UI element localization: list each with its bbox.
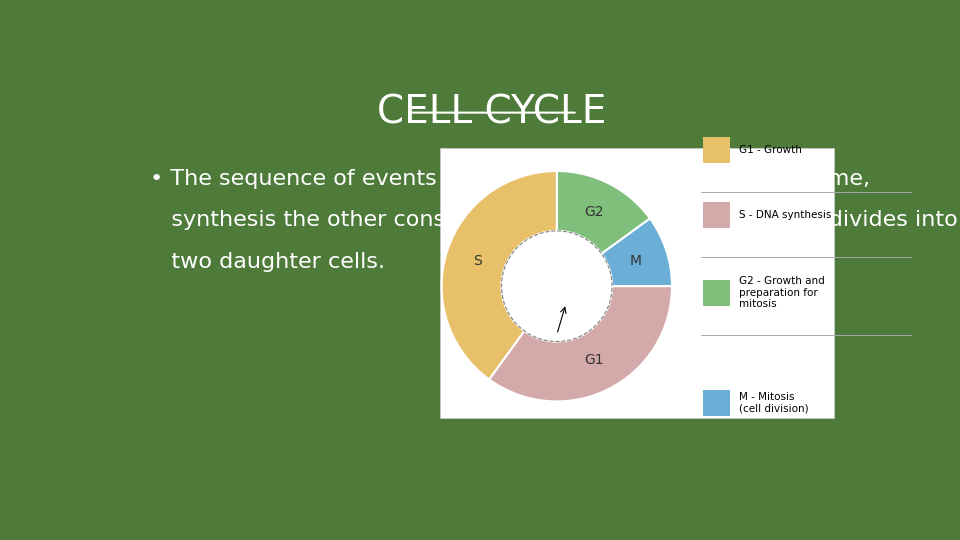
Text: • The sequence of events by which a cell duplicates its genome,: • The sequence of events by which a cell…	[150, 168, 870, 189]
Wedge shape	[602, 219, 672, 286]
Text: S - DNA synthesis: S - DNA synthesis	[739, 210, 831, 220]
FancyBboxPatch shape	[703, 137, 731, 163]
Text: G1 - Growth: G1 - Growth	[739, 145, 802, 155]
Text: CELL CYCLE: CELL CYCLE	[377, 94, 607, 132]
Text: synthesis the other constituents of the cell and eventually divides into: synthesis the other constituents of the …	[150, 210, 957, 231]
FancyBboxPatch shape	[703, 280, 731, 306]
Text: two daughter cells.: two daughter cells.	[150, 252, 385, 272]
Text: M: M	[630, 254, 641, 267]
Text: M - Mitosis
(cell division): M - Mitosis (cell division)	[739, 392, 808, 414]
Text: G2 - Growth and
preparation for
mitosis: G2 - Growth and preparation for mitosis	[739, 276, 825, 309]
Text: G1: G1	[585, 353, 604, 367]
FancyBboxPatch shape	[703, 390, 731, 416]
Text: S: S	[473, 254, 482, 267]
Wedge shape	[442, 171, 557, 380]
FancyBboxPatch shape	[703, 202, 731, 228]
Wedge shape	[557, 171, 650, 254]
Wedge shape	[489, 286, 672, 401]
FancyBboxPatch shape	[440, 148, 834, 418]
Circle shape	[501, 231, 612, 341]
Text: G2: G2	[585, 205, 604, 219]
